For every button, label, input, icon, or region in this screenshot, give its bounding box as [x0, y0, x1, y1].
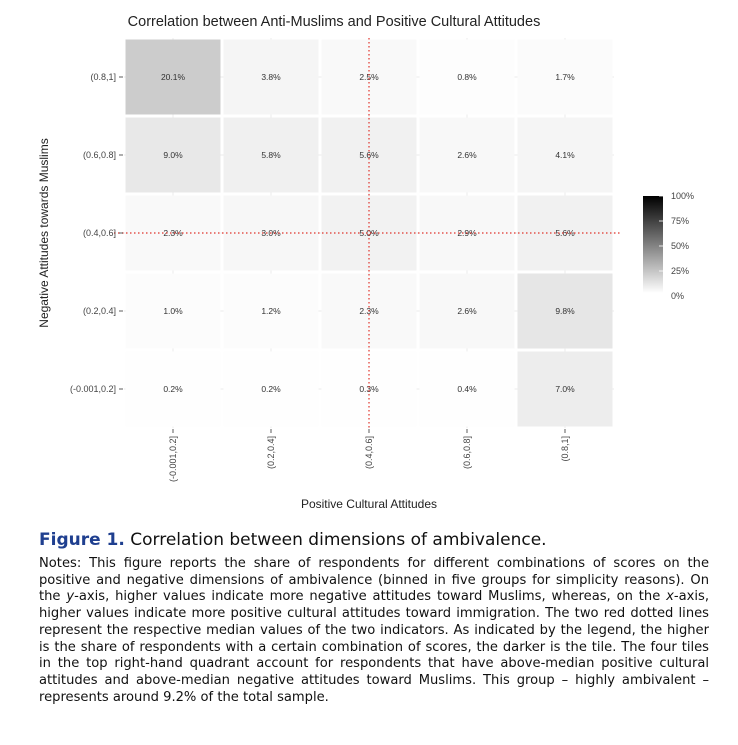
heatmap-tile — [125, 351, 221, 427]
heatmap-tile — [517, 39, 613, 115]
notes-text-1: Notes: This figure reports the share of … — [39, 556, 709, 605]
legend-label: 25% — [671, 266, 689, 276]
notes-text-2: -axis, higher values indicate more negat… — [74, 589, 667, 605]
x-tick-label: (0.2,0.4] — [266, 436, 276, 469]
figure-notes: Notes: This figure reports the share of … — [39, 556, 709, 706]
cell-value-label: 1.7% — [555, 72, 575, 82]
legend-label: 50% — [671, 241, 689, 251]
cell-value-label: 2.3% — [163, 228, 183, 238]
notes-x-symbol: x — [666, 589, 674, 605]
legend-colorbar — [643, 196, 663, 293]
cell-value-label: 9.0% — [163, 150, 183, 160]
figure-title: Correlation between dimensions of ambiva… — [130, 530, 547, 550]
figure-title-line: Figure 1. Correlation between dimensions… — [39, 530, 709, 550]
notes-text-3: -axis, higher values indicate more posit… — [39, 589, 710, 705]
heatmap-tile — [125, 39, 221, 115]
legend-label: 100% — [671, 191, 694, 201]
heatmap-tile — [517, 117, 613, 193]
cell-value-label: 7.0% — [555, 384, 575, 394]
cell-value-label: 5.8% — [261, 150, 281, 160]
cell-value-label: 0.2% — [163, 384, 183, 394]
cell-value-label: 3.8% — [261, 72, 281, 82]
figure-label: Figure 1. — [39, 530, 125, 550]
cell-value-label: 2.5% — [359, 72, 379, 82]
cell-value-label: 1.0% — [163, 306, 183, 316]
heatmap-tile — [125, 273, 221, 349]
x-tick-label: (0.6,0.8] — [462, 436, 472, 469]
heatmap-tile — [419, 273, 515, 349]
cell-value-label: 5.6% — [555, 228, 575, 238]
notes-y-symbol: y — [66, 589, 75, 605]
color-legend: 100% 75% 50% 25% 0% — [643, 191, 694, 301]
legend-label: 0% — [671, 291, 684, 301]
x-tick-label: (0.4,0.6] — [364, 436, 374, 469]
cell-value-label: 4.1% — [555, 150, 575, 160]
cell-value-label: 2.6% — [457, 306, 477, 316]
y-tick-label: (0.2,0.4] — [83, 306, 116, 316]
heatmap-tile — [223, 273, 319, 349]
chart-title: Correlation between Anti-Muslims and Pos… — [128, 14, 541, 30]
x-tick-label: (0.8,1] — [560, 436, 570, 462]
median-lines — [114, 38, 622, 428]
heatmap-tile — [517, 351, 613, 427]
x-axis-label: Positive Cultural Attitudes — [301, 497, 437, 511]
y-tick-label: (0.6,0.8] — [83, 150, 116, 160]
cell-value-label: 0.2% — [261, 384, 281, 394]
legend-labels: 100% 75% 50% 25% 0% — [659, 191, 694, 301]
x-tick-label: (-0.001,0.2] — [168, 436, 178, 482]
heatmap-tile — [419, 351, 515, 427]
heatmap-tile — [419, 117, 515, 193]
y-tick-label: (0.4,0.6] — [83, 228, 116, 238]
heatmap-tile — [517, 273, 613, 349]
cell-value-label: 5.0% — [359, 228, 379, 238]
cell-value-label: 0.8% — [457, 72, 477, 82]
heatmap-tile — [223, 39, 319, 115]
y-axis-ticks: (0.8,1] (0.6,0.8] (0.4,0.6] (0.2,0.4] (-0.00… — [70, 72, 123, 394]
heatmap-chart: 20.1% 3.8% 2.5% 0.8% 1.7% 9.0% 5.8% 5.6% 2.6% 4.1… — [37, 14, 694, 511]
heatmap-tiles — [125, 39, 613, 427]
heatmap-tile — [419, 39, 515, 115]
y-axis-label: Negative Attitudes towards Muslims — [37, 138, 51, 327]
legend-label: 75% — [671, 216, 689, 226]
heatmap-tile — [223, 117, 319, 193]
y-tick-label: (0.8,1] — [90, 72, 116, 82]
heatmap-tile — [125, 117, 221, 193]
x-axis-ticks: (-0.001,0.2] (0.2,0.4] (0.4,0.6] (0.6,0.8] (… — [168, 429, 570, 482]
figure-caption: Figure 1. Correlation between dimensions… — [39, 530, 709, 706]
heatmap-tile — [517, 195, 613, 271]
y-tick-label: (-0.001,0.2] — [70, 384, 116, 394]
heatmap-tile — [223, 351, 319, 427]
cell-value-label: 20.1% — [161, 72, 186, 82]
cell-value-label: 0.4% — [457, 384, 477, 394]
cell-value-label: 1.2% — [261, 306, 281, 316]
cell-value-label: 2.6% — [457, 150, 477, 160]
cell-value-label: 0.3% — [359, 384, 379, 394]
cell-value-label: 9.8% — [555, 306, 575, 316]
heatmap-tile — [125, 195, 221, 271]
